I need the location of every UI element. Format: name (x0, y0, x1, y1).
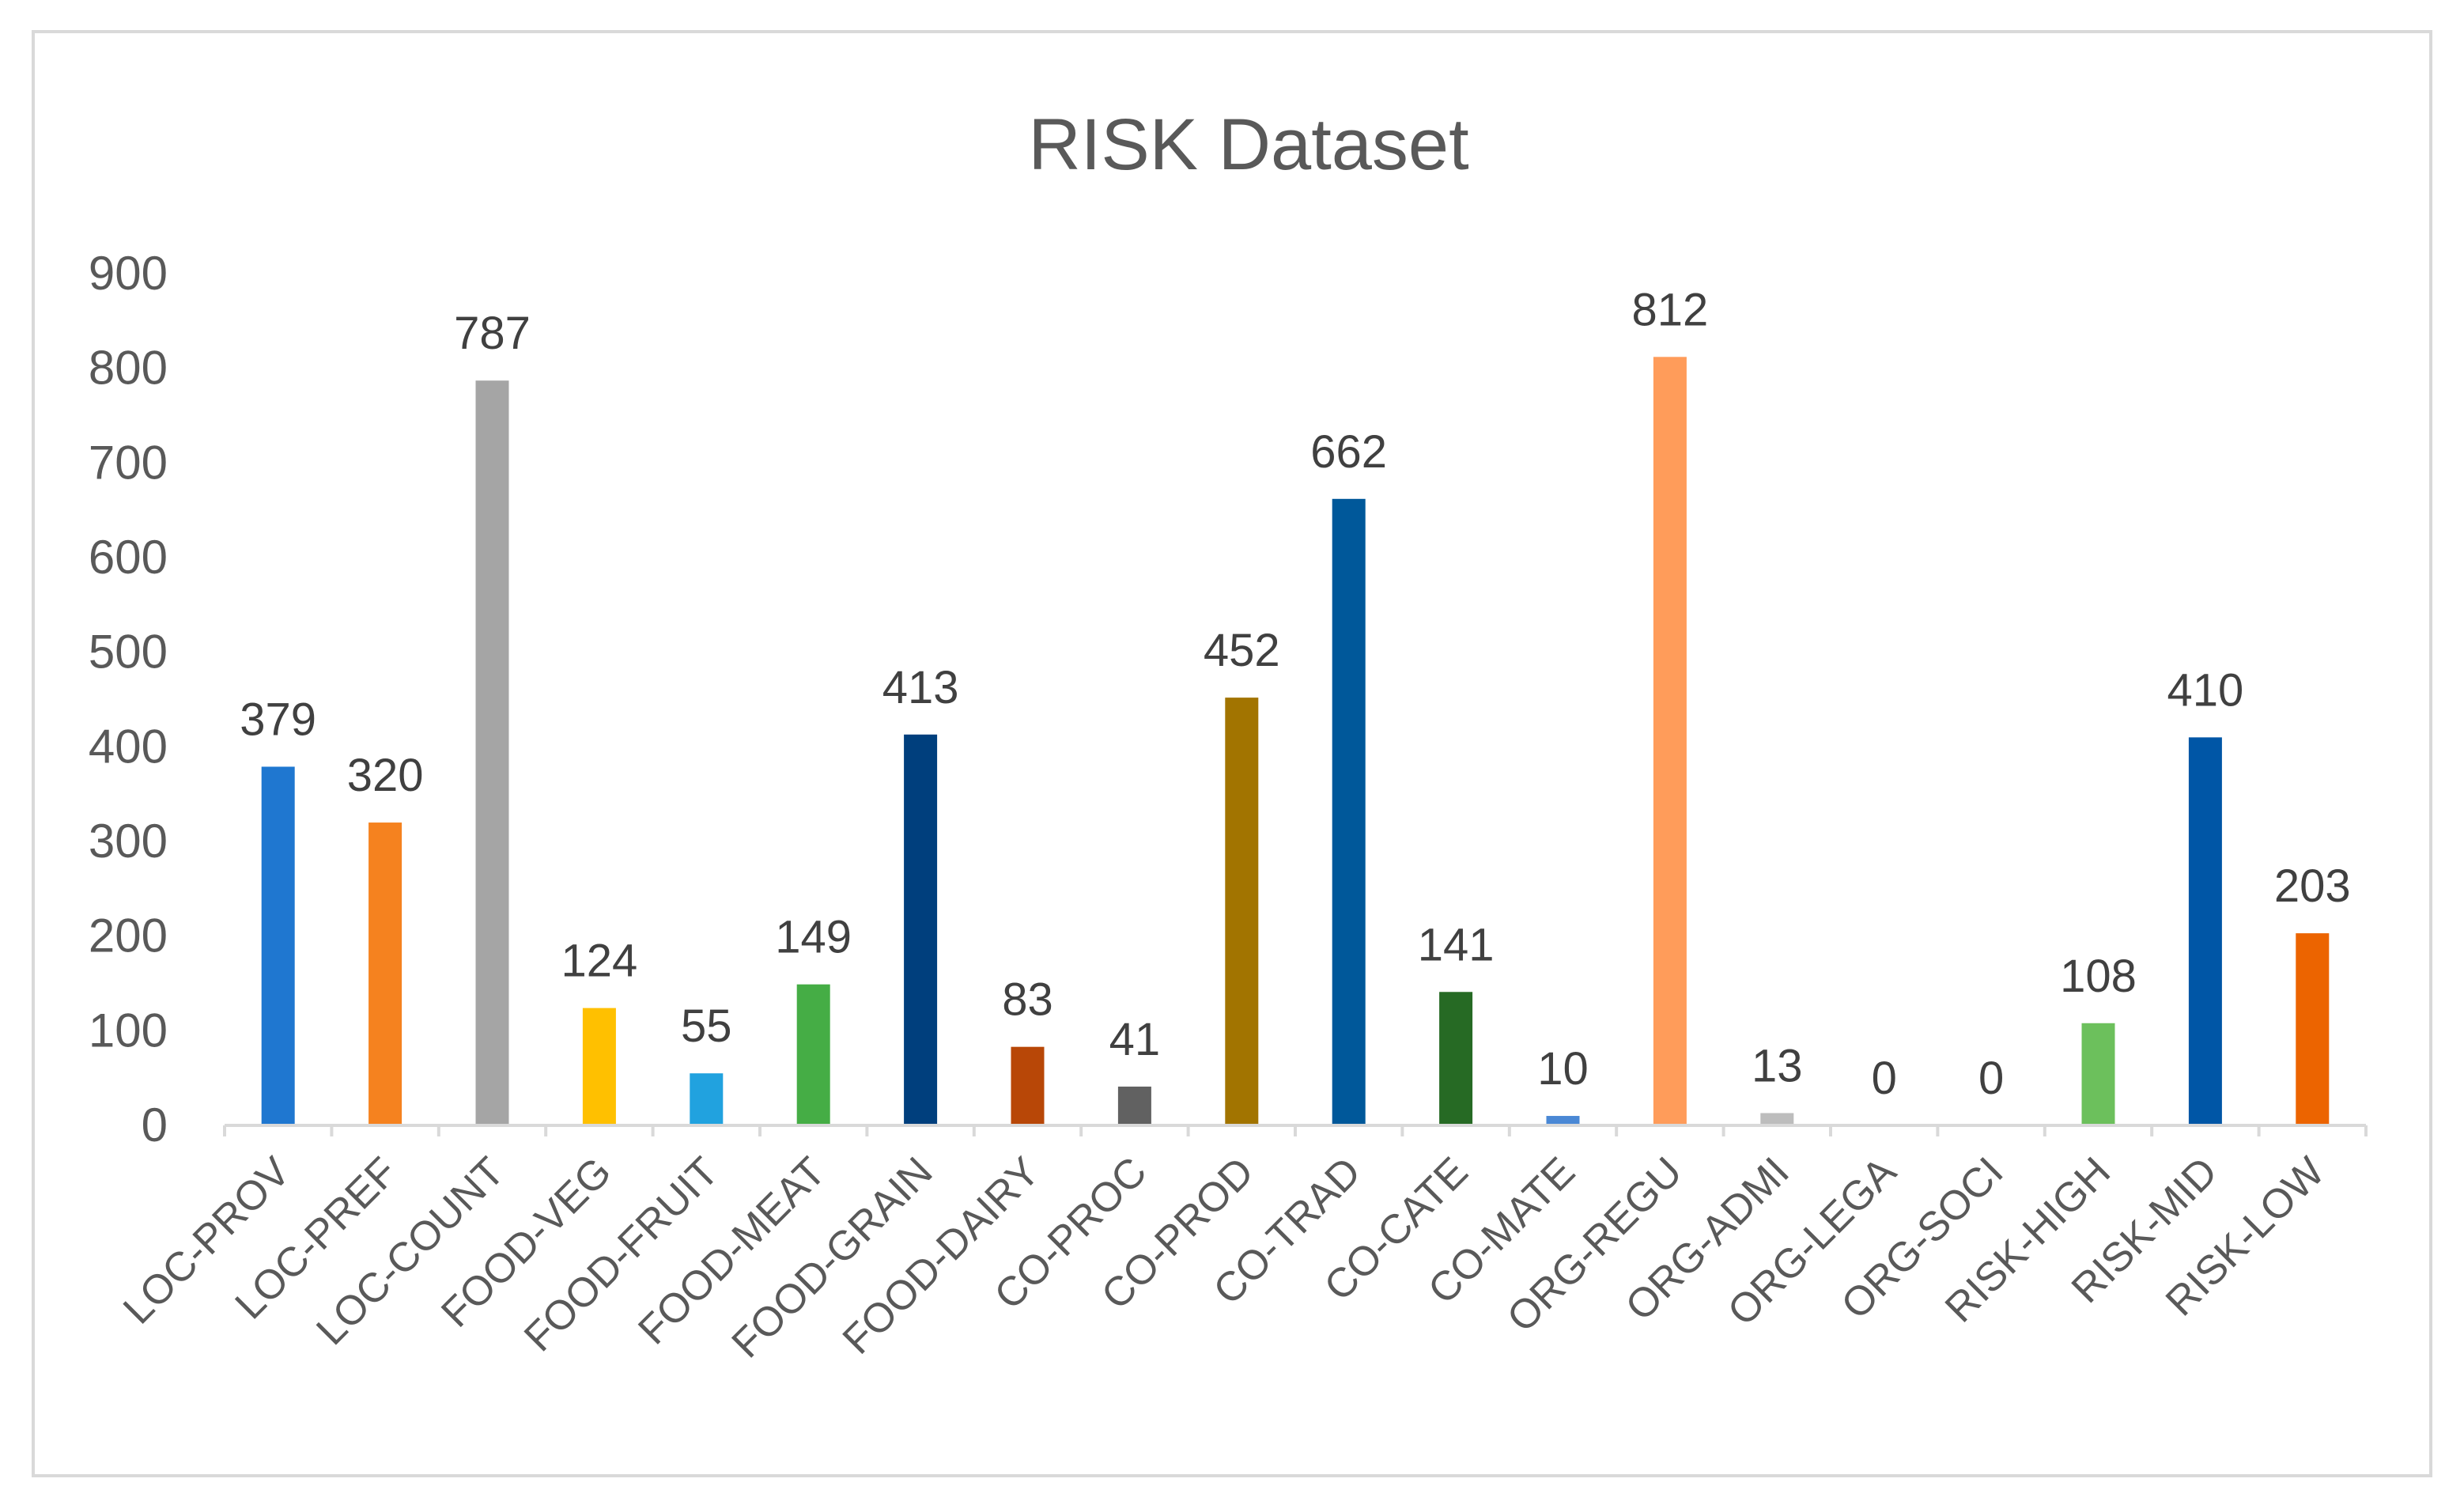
value-label-org-soci: 0 (1978, 1053, 2004, 1104)
value-label-loc-prov: 379 (240, 694, 316, 745)
value-label-co-proc: 41 (1109, 1014, 1161, 1065)
value-label-risk-low: 203 (2274, 860, 2351, 912)
bar-loc-pref (368, 822, 402, 1125)
value-label-co-cate: 141 (1418, 919, 1495, 970)
value-labels: 379 320 787 124 55 149 413 83 41 452 662 141 10 812 13… (240, 284, 2350, 1104)
bar-co-prod (1225, 698, 1259, 1125)
y-axis-ticks: 0 100 200 300 400 500 600 700 800 900 (89, 247, 168, 1151)
y-tick-label-700: 700 (89, 436, 168, 489)
value-label-risk-mid: 410 (2167, 664, 2244, 716)
chart-frame: RISK Dataset 0 100 200 300 400 500 600 700 800 90… (32, 30, 2432, 1477)
value-label-org-lega: 0 (1872, 1053, 1897, 1104)
bar-risk-high (2081, 1023, 2115, 1125)
bar-loc-count (475, 380, 509, 1125)
bar-risk-low (2296, 933, 2330, 1125)
bar-loc-prov (261, 766, 295, 1125)
y-tick-label-100: 100 (89, 1004, 168, 1057)
value-label-risk-high: 108 (2060, 951, 2137, 1002)
bar-food-fruit (690, 1073, 724, 1125)
value-label-food-grain: 413 (882, 662, 959, 713)
value-label-org-admi: 13 (1752, 1040, 1803, 1091)
value-label-food-fruit: 55 (681, 1000, 732, 1052)
value-label-loc-pref: 320 (347, 750, 424, 801)
bar-food-dairy (1011, 1046, 1045, 1125)
bar-chart: RISK Dataset 010020030040050060070080090… (89, 104, 2368, 1367)
bar-org-regu (1653, 357, 1687, 1126)
y-tick-label-600: 600 (89, 531, 168, 584)
bar-food-meat (796, 984, 830, 1125)
value-label-food-dairy: 83 (1002, 974, 1053, 1026)
y-tick-label-400: 400 (89, 720, 168, 773)
bar-risk-mid (2188, 737, 2222, 1125)
bar-org-admi (1760, 1113, 1794, 1125)
x-tick-label-food-meat: FOOD-MEAT (629, 1148, 834, 1353)
bar-co-proc (1117, 1086, 1151, 1125)
bar-food-veg (582, 1008, 616, 1125)
x-axis-tick-marks (223, 1125, 2368, 1136)
bar-co-trad (1332, 498, 1366, 1125)
x-axis-labels: LOC-PROVLOC-PREFLOC-COUNTFOOD-VEGFOOD-FR… (115, 1148, 2334, 1367)
value-label-org-regu: 812 (1632, 284, 1709, 335)
y-tick-label-200: 200 (89, 909, 168, 962)
value-label-food-veg: 124 (561, 936, 638, 987)
value-label-co-trad: 662 (1310, 426, 1387, 478)
value-label-food-meat: 149 (775, 912, 852, 963)
y-tick-label-900: 900 (89, 247, 168, 300)
value-label-co-mate: 10 (1537, 1043, 1589, 1095)
chart-title: RISK Dataset (1028, 104, 1468, 185)
y-tick-label-500: 500 (89, 626, 168, 679)
bars (261, 357, 2330, 1126)
bar-co-cate (1439, 992, 1473, 1125)
x-tick-label-loc-count: LOC-COUNT (308, 1148, 513, 1354)
value-label-co-prod: 452 (1204, 625, 1280, 676)
y-tick-label-300: 300 (89, 815, 168, 868)
bar-food-grain (904, 734, 938, 1125)
value-label-loc-count: 787 (454, 308, 531, 359)
y-tick-label-800: 800 (89, 342, 168, 395)
y-tick-label-0: 0 (142, 1098, 168, 1151)
bar-co-mate (1546, 1116, 1580, 1125)
